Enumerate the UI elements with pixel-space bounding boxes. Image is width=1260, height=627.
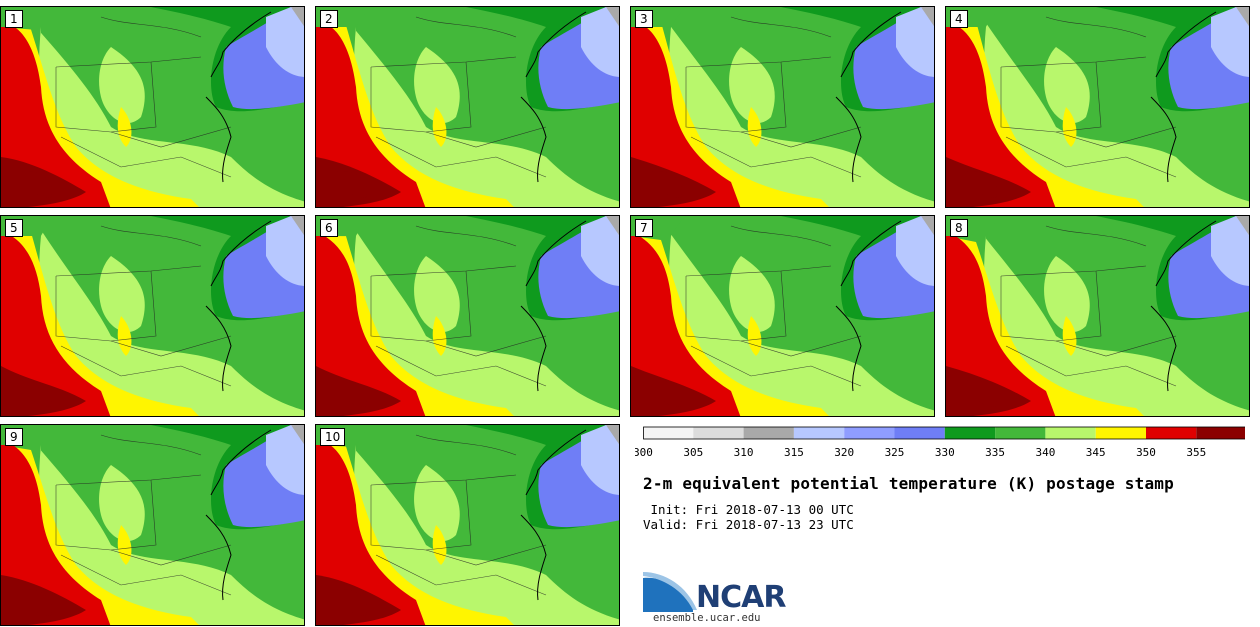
init-time: Init: Fri 2018-07-13 00 UTC (643, 502, 854, 517)
member-panel-6: 6 (315, 215, 620, 417)
member-panel-4: 4 (945, 6, 1250, 208)
colorbar-segment (743, 427, 794, 439)
colorbar-tick-label: 315 (784, 446, 804, 459)
member-number-label: 7 (635, 219, 653, 237)
colorbar-tick-label: 330 (935, 446, 955, 459)
colorbar-segment (894, 427, 945, 439)
colorbar-segment (793, 427, 845, 439)
site-url: ensemble.ucar.edu (653, 612, 761, 624)
member-panel-8: 8 (945, 215, 1250, 417)
member-number-label: 3 (635, 10, 653, 28)
colorbar-segment (844, 427, 895, 439)
member-panel-1: 1 (0, 6, 305, 208)
colorbar-segment (944, 427, 996, 439)
colorbar-outline (643, 426, 1245, 440)
member-number-label: 2 (320, 10, 338, 28)
valid-time: Valid: Fri 2018-07-13 23 UTC (643, 517, 854, 532)
member-number-label: 8 (950, 219, 968, 237)
colorbar-segment (1045, 427, 1096, 439)
colorbar-tick-label: 310 (734, 446, 754, 459)
colorbar-segment (995, 427, 1046, 439)
ncar-logo-text: NCAR (696, 580, 786, 615)
member-number-label: 4 (950, 10, 968, 28)
colorbar-segment (1095, 427, 1146, 439)
member-number-label: 10 (320, 428, 346, 446)
member-panel-3: 3 (630, 6, 935, 208)
colorbar-tick-label: 300 (635, 446, 653, 459)
colorbar-tick-label: 355 (1186, 446, 1206, 459)
member-panel-9: 9 (0, 424, 305, 626)
member-number-label: 1 (5, 10, 23, 28)
colorbar-segment (1196, 427, 1245, 439)
colorbar-tick-label: 335 (985, 446, 1005, 459)
member-number-label: 9 (5, 428, 23, 446)
colorbar-tick-label: 340 (1035, 446, 1055, 459)
member-panel-7: 7 (630, 215, 935, 417)
figure-title: 2-m equivalent potential temperature (K)… (643, 474, 1174, 493)
ncar-logo-icon (643, 572, 697, 612)
colorbar-segment (1146, 427, 1197, 439)
colorbar-tick-label: 345 (1086, 446, 1106, 459)
colorbar-tick-label: 350 (1136, 446, 1156, 459)
colorbar-segment (643, 427, 694, 439)
colorbar-segment (693, 427, 744, 439)
member-panel-2: 2 (315, 6, 620, 208)
member-panel-5: 5 (0, 215, 305, 417)
member-panel-10: 10 (315, 424, 620, 626)
colorbar: 300 305 310 315 320 325 330 335 340 345 350 355 (635, 426, 1245, 459)
member-number-label: 6 (320, 219, 338, 237)
colorbar-tick-label: 305 (683, 446, 703, 459)
colorbar-tick-label: 325 (885, 446, 905, 459)
member-number-label: 5 (5, 219, 23, 237)
colorbar-tick-label: 320 (834, 446, 854, 459)
